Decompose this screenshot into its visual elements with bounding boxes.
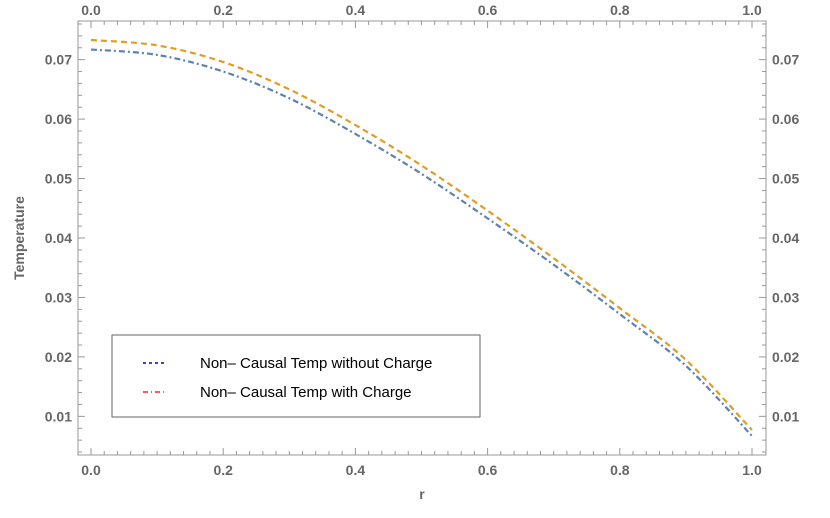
y-tick-label-left: 0.03 <box>45 289 72 305</box>
y-tick-label-left: 0.05 <box>45 171 72 187</box>
y-tick-label-right: 0.07 <box>772 52 799 68</box>
y-tick-label-right: 0.04 <box>772 230 799 246</box>
y-tick-label-left: 0.07 <box>45 52 72 68</box>
legend-box <box>111 334 481 418</box>
y-tick-label-left: 0.01 <box>45 408 72 424</box>
y-tick-label-right: 0.02 <box>772 349 799 365</box>
y-tick-label-right: 0.01 <box>772 408 799 424</box>
series-lines <box>90 38 753 437</box>
legend: Non– Causal Temp without Charge Non– Cau… <box>111 334 481 418</box>
x-tick-label-bottom: 0.2 <box>213 462 233 478</box>
y-tick-label-right: 0.05 <box>772 171 799 187</box>
x-tick-label-bottom: 1.0 <box>742 462 762 478</box>
y-tick-label-left: 0.02 <box>45 349 72 365</box>
legend-label-with-charge: Non– Causal Temp with Charge <box>200 384 412 401</box>
y-axis-label: Temperature <box>11 196 27 280</box>
x-tick-label-bottom: 0.6 <box>478 462 498 478</box>
x-tick-label-bottom: 0.4 <box>346 462 366 478</box>
y-tick-label-right: 0.03 <box>772 289 799 305</box>
x-tick-label-top: 0.6 <box>478 2 498 18</box>
axis-ticks <box>78 21 766 455</box>
x-tick-label-top: 0.4 <box>346 2 366 18</box>
legend-label-without-charge: Non– Causal Temp without Charge <box>200 355 432 372</box>
x-tick-label-top: 1.0 <box>742 2 762 18</box>
x-tick-label-bottom: 0.0 <box>81 462 101 478</box>
x-tick-label-top: 0.2 <box>213 2 233 18</box>
series-line-without-charge <box>90 48 753 437</box>
x-axis-label: r <box>419 486 425 502</box>
tick-labels: 0.0 0.0 0.2 0.2 0.4 0.4 0.6 0.6 0.8 0.8 1.0 1.0 0.01… <box>45 2 800 478</box>
y-tick-label-left: 0.04 <box>45 230 72 246</box>
x-tick-label-bottom: 0.8 <box>610 462 630 478</box>
x-tick-label-top: 0.0 <box>81 2 101 18</box>
y-tick-label-right: 0.06 <box>772 111 799 127</box>
x-tick-label-top: 0.8 <box>610 2 630 18</box>
y-tick-label-left: 0.06 <box>45 111 72 127</box>
